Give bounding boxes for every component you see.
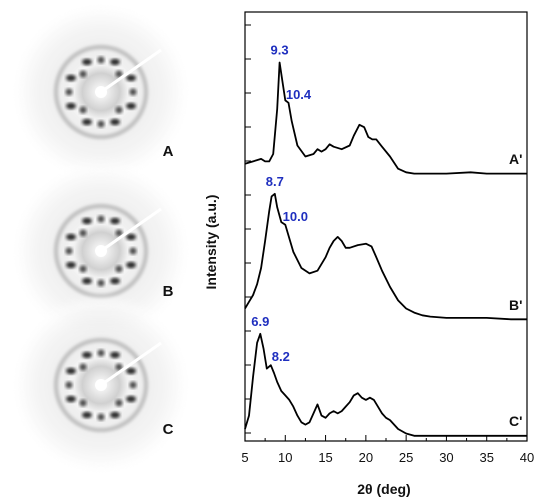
reflection-spot (66, 367, 76, 375)
beamstop-arm (100, 48, 162, 94)
series-line-2 (244, 192, 527, 321)
reflection-spot (115, 363, 123, 371)
reflection-spot (126, 261, 136, 269)
beamstop-arm (100, 207, 162, 253)
reflection-spot (126, 233, 136, 241)
reflection-spot (82, 58, 92, 66)
pattern-ring (54, 338, 148, 432)
series-label: B' (509, 297, 522, 313)
reflection-spot (126, 367, 136, 375)
peak-label: 9.3 (271, 43, 289, 58)
x-tick-label: 30 (439, 450, 453, 465)
reflection-spot (126, 74, 136, 82)
reflection-spot (126, 102, 136, 110)
reflection-spot (79, 363, 87, 371)
x-tick-label: 15 (318, 450, 332, 465)
plot-axes: 5 10 15 20 25 30 35 40 (241, 11, 534, 465)
reflection-spot (110, 411, 120, 419)
series-label: C' (509, 413, 522, 429)
plot-frame (244, 11, 528, 442)
pattern-ring (54, 204, 148, 298)
x-tick-label: 5 (241, 450, 248, 465)
x-tick-label: 25 (399, 450, 413, 465)
diffraction-pattern-a: A (15, 6, 187, 178)
reflection-spot (115, 70, 123, 78)
reflection-spot (110, 118, 120, 126)
peak-label: 6.9 (251, 314, 269, 329)
reflection-spot (82, 277, 92, 285)
peak-labels: 9.3 10.4 8.7 10.0 6.9 8.2 (251, 43, 312, 365)
reflection-spot (66, 74, 76, 82)
reflection-spot (110, 351, 120, 359)
reflection-spot (79, 70, 87, 78)
reflection-spot (115, 229, 123, 237)
reflection-spot (66, 102, 76, 110)
reflection-spot (82, 351, 92, 359)
diffraction-pattern-b: B (15, 165, 187, 337)
peak-label: 8.2 (272, 349, 290, 364)
series-line-1 (244, 61, 527, 175)
diffraction-patterns: A B C (15, 6, 187, 471)
pattern-label: B (163, 283, 174, 300)
reflection-spot (82, 217, 92, 225)
reflection-spot (79, 265, 87, 273)
reflection-spot (115, 399, 123, 407)
reflection-spot (66, 233, 76, 241)
reflection-spot (110, 217, 120, 225)
pattern-label: C (163, 421, 174, 438)
curve-labels: A' B' C' (509, 151, 522, 429)
x-tick-label: 35 (479, 450, 493, 465)
reflection-spot (79, 106, 87, 114)
reflection-spot (126, 395, 136, 403)
diffraction-curves (244, 61, 527, 437)
pattern-label: A (163, 143, 174, 160)
peak-label: 8.7 (266, 174, 284, 189)
series-label: A' (509, 151, 522, 167)
y-axis-label: Intensity (a.u.) (203, 195, 219, 290)
beamstop-arm (100, 341, 162, 387)
x-tick-label: 40 (520, 450, 534, 465)
diffraction-pattern-c: C (15, 299, 187, 471)
reflection-spot (66, 261, 76, 269)
peak-label: 10.4 (286, 87, 312, 102)
x-tick-label: 10 (278, 450, 292, 465)
series-line-3 (244, 332, 527, 437)
xrd-plot: 9.3 10.4 8.7 10.0 6.9 8.2 A' B' C' 5 10 15 20 25 30 3… (203, 11, 534, 497)
reflection-spot (66, 395, 76, 403)
reflection-spot (115, 265, 123, 273)
reflection-spot (110, 277, 120, 285)
reflection-spot (82, 411, 92, 419)
reflection-spot (115, 106, 123, 114)
reflection-spot (79, 229, 87, 237)
x-tick-label: 20 (359, 450, 373, 465)
peak-label: 10.0 (283, 209, 308, 224)
reflection-spot (82, 118, 92, 126)
x-axis-label: 2θ (deg) (357, 481, 410, 497)
reflection-spot (79, 399, 87, 407)
pattern-ring (54, 45, 148, 139)
reflection-spot (110, 58, 120, 66)
